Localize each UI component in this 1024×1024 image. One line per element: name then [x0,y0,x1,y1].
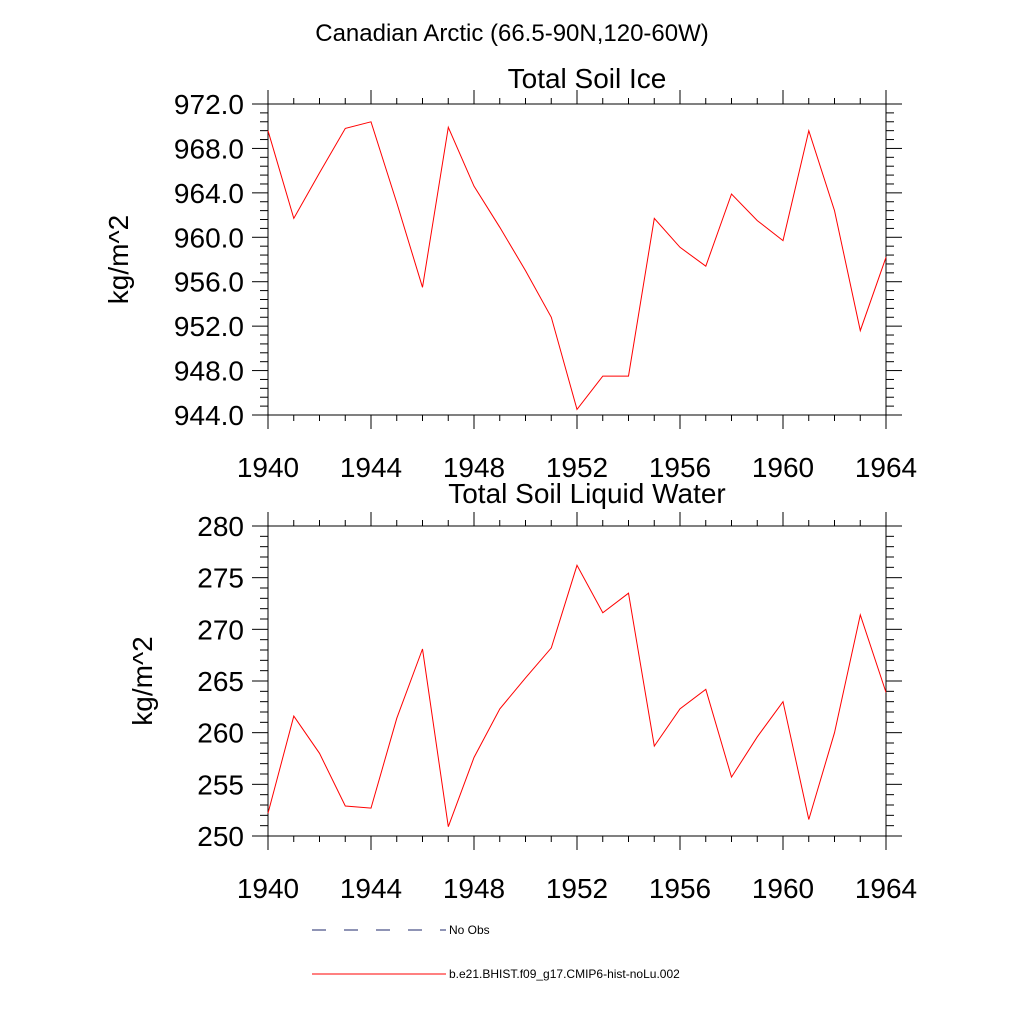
x-tick-label: 1940 [237,873,299,904]
legend: No Obs b.e21.BHIST.f09_g17.CMIP6-hist-noL… [312,923,680,981]
x-tick-label: 1952 [546,873,608,904]
y-axis-label: kg/m^2 [127,636,158,725]
y-tick-label: 270 [197,614,244,645]
y-axis-label: kg/m^2 [103,215,134,304]
y-tick-label: 972.0 [174,89,244,120]
y-tick-label: 948.0 [174,356,244,387]
x-tick-label: 1964 [855,873,917,904]
y-tick-label: 250 [197,821,244,852]
y-tick-label: 280 [197,511,244,542]
x-tick-label: 1944 [340,873,402,904]
y-tick-label: 968.0 [174,133,244,164]
panel-title: Total Soil Ice [508,63,667,94]
x-tick-label: 1956 [649,873,711,904]
y-tick-label: 944.0 [174,400,244,431]
x-tick-label: 1960 [752,873,814,904]
y-tick-label: 960.0 [174,222,244,253]
y-tick-label: 952.0 [174,311,244,342]
panel-title: Total Soil Liquid Water [448,478,726,509]
legend-label: b.e21.BHIST.f09_g17.CMIP6-hist-noLu.002 [449,967,680,981]
x-tick-label: 1952 [546,452,608,483]
x-tick-label: 1948 [443,452,505,483]
y-tick-label: 265 [197,666,244,697]
y-tick-label: 260 [197,718,244,749]
x-tick-label: 1944 [340,452,402,483]
x-tick-label: 1956 [649,452,711,483]
legend-label: No Obs [449,923,490,937]
x-tick-label: 1964 [855,452,917,483]
series-line [267,564,887,827]
y-tick-label: 255 [197,769,244,800]
plot-frame [267,103,887,416]
x-tick-label: 1940 [237,452,299,483]
x-tick-label: 1960 [752,452,814,483]
plot-frame [267,525,887,837]
figure-title: Canadian Arctic (66.5-90N,120-60W) [315,20,709,47]
chart-panel-1: Total Soil Ice 944.0 948.0 952.0 956.0 960.0 9… [103,63,917,483]
y-tick-label: 964.0 [174,178,244,209]
chart-panel-2: Total Soil Liquid Water 250 255 260 265 270 27… [127,478,917,904]
y-tick-label: 275 [197,563,244,594]
y-tick-label: 956.0 [174,267,244,298]
series-line [267,121,887,411]
x-tick-label: 1948 [443,873,505,904]
